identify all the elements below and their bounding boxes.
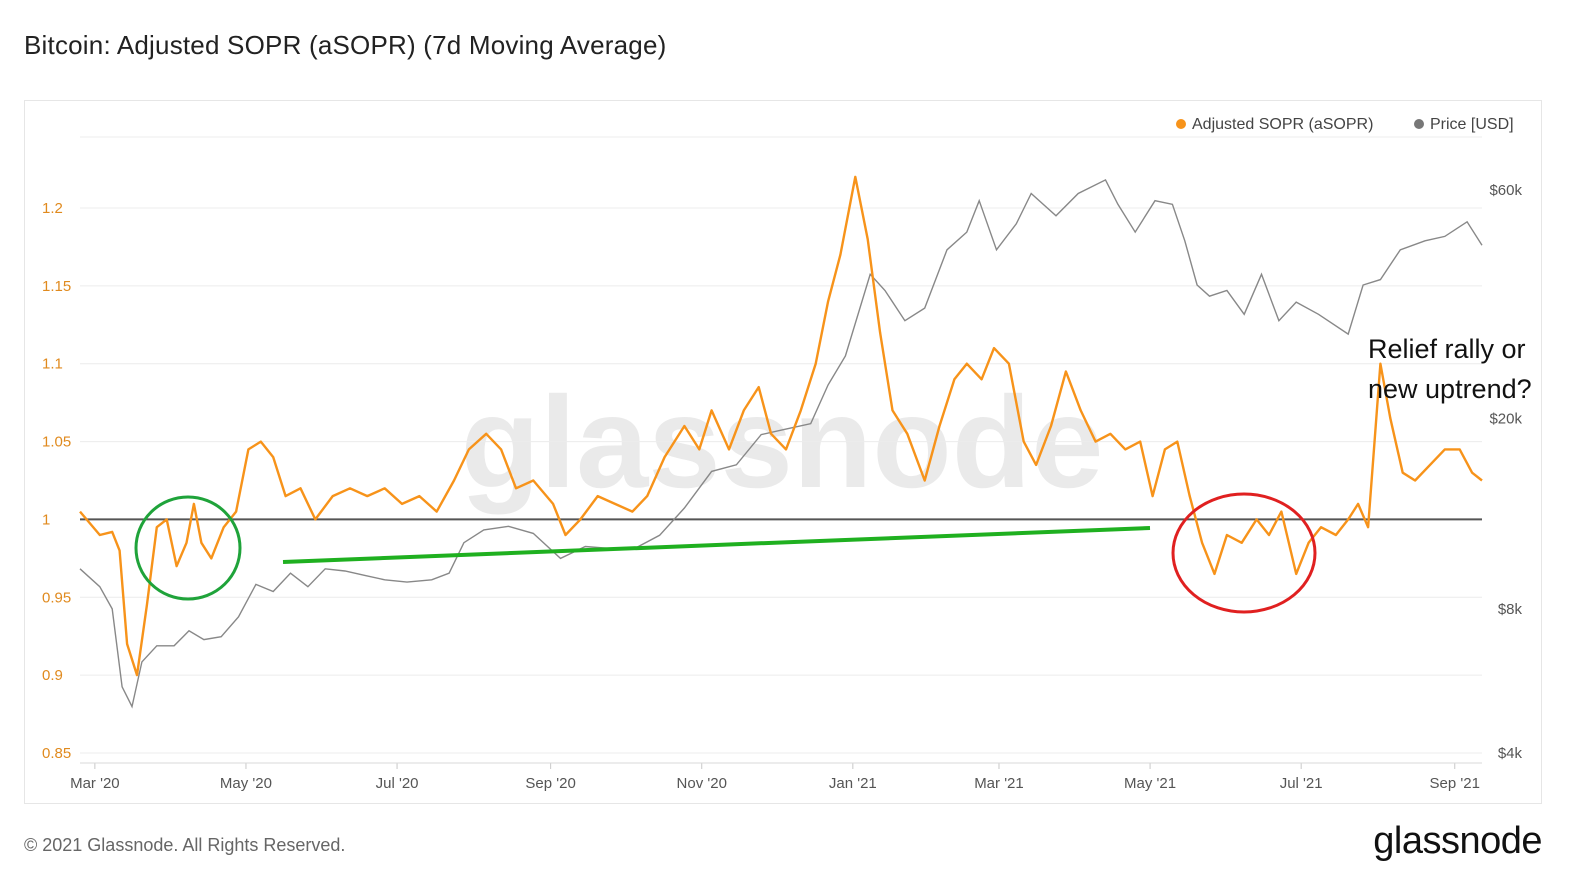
y-left-tick-label: 1.05 <box>42 434 71 451</box>
y-left-tick-label: 1 <box>42 511 50 528</box>
x-tick-label: Jan '21 <box>829 775 877 792</box>
y-left-ticks: 0.85 0.9 0.95 1 1.05 1.1 1.15 1.2 <box>42 200 71 762</box>
x-tick-label: May '20 <box>220 775 272 792</box>
y-right-tick-label: $60k <box>1489 182 1522 199</box>
footer-logo: glassnode <box>1373 820 1542 862</box>
annotation-text-line1: Relief rally or <box>1368 334 1526 364</box>
y-right-tick-label: $8k <box>1498 601 1523 618</box>
x-tick-label: Nov '20 <box>677 775 727 792</box>
y-left-tick-label: 0.9 <box>42 667 63 684</box>
x-tick-label: Jul '21 <box>1280 775 1323 792</box>
x-axis-ticks: Mar '20 May '20 Jul '20 Sep '20 Nov '20 Jan '… <box>70 762 1482 792</box>
legend-label-price: Price [USD] <box>1430 116 1514 133</box>
x-tick-label: Sep '20 <box>525 775 575 792</box>
y-left-tick-label: 1.2 <box>42 200 63 217</box>
y-left-tick-label: 1.1 <box>42 356 63 373</box>
annotations: Relief rally or new uptrend? <box>134 334 1532 614</box>
legend-marker-asopr <box>1176 119 1186 129</box>
x-tick-label: Jul '20 <box>376 775 419 792</box>
y-left-tick-label: 0.95 <box>42 589 71 606</box>
y-right-tick-label: $20k <box>1489 410 1522 427</box>
chart-title: Bitcoin: Adjusted SOPR (aSOPR) (7d Movin… <box>24 30 667 60</box>
green-trend-line <box>282 526 1151 564</box>
y-right-tick-label: $4k <box>1498 745 1523 762</box>
red-circle-annotation <box>1171 492 1317 614</box>
legend-label-asopr: Adjusted SOPR (aSOPR) <box>1192 116 1373 133</box>
legend-marker-price <box>1414 119 1424 129</box>
x-tick-label: Sep '21 <box>1430 775 1480 792</box>
x-tick-label: Mar '21 <box>974 775 1024 792</box>
y-left-tick-label: 0.85 <box>42 745 71 762</box>
chart-frame <box>24 100 1542 804</box>
legend: Adjusted SOPR (aSOPR) Price [USD] <box>1176 116 1514 133</box>
y-left-tick-label: 1.15 <box>42 278 71 295</box>
x-tick-label: Mar '20 <box>70 775 120 792</box>
annotation-text-line2: new uptrend? <box>1368 374 1532 404</box>
price-line <box>79 178 1483 709</box>
green-circle-annotation <box>134 495 242 601</box>
asopr-line <box>79 175 1483 677</box>
y-right-ticks: $4k $8k $20k $60k <box>1489 182 1522 762</box>
series-lines <box>79 175 1483 709</box>
copyright: © 2021 Glassnode. All Rights Reserved. <box>24 835 346 855</box>
x-tick-label: May '21 <box>1124 775 1176 792</box>
